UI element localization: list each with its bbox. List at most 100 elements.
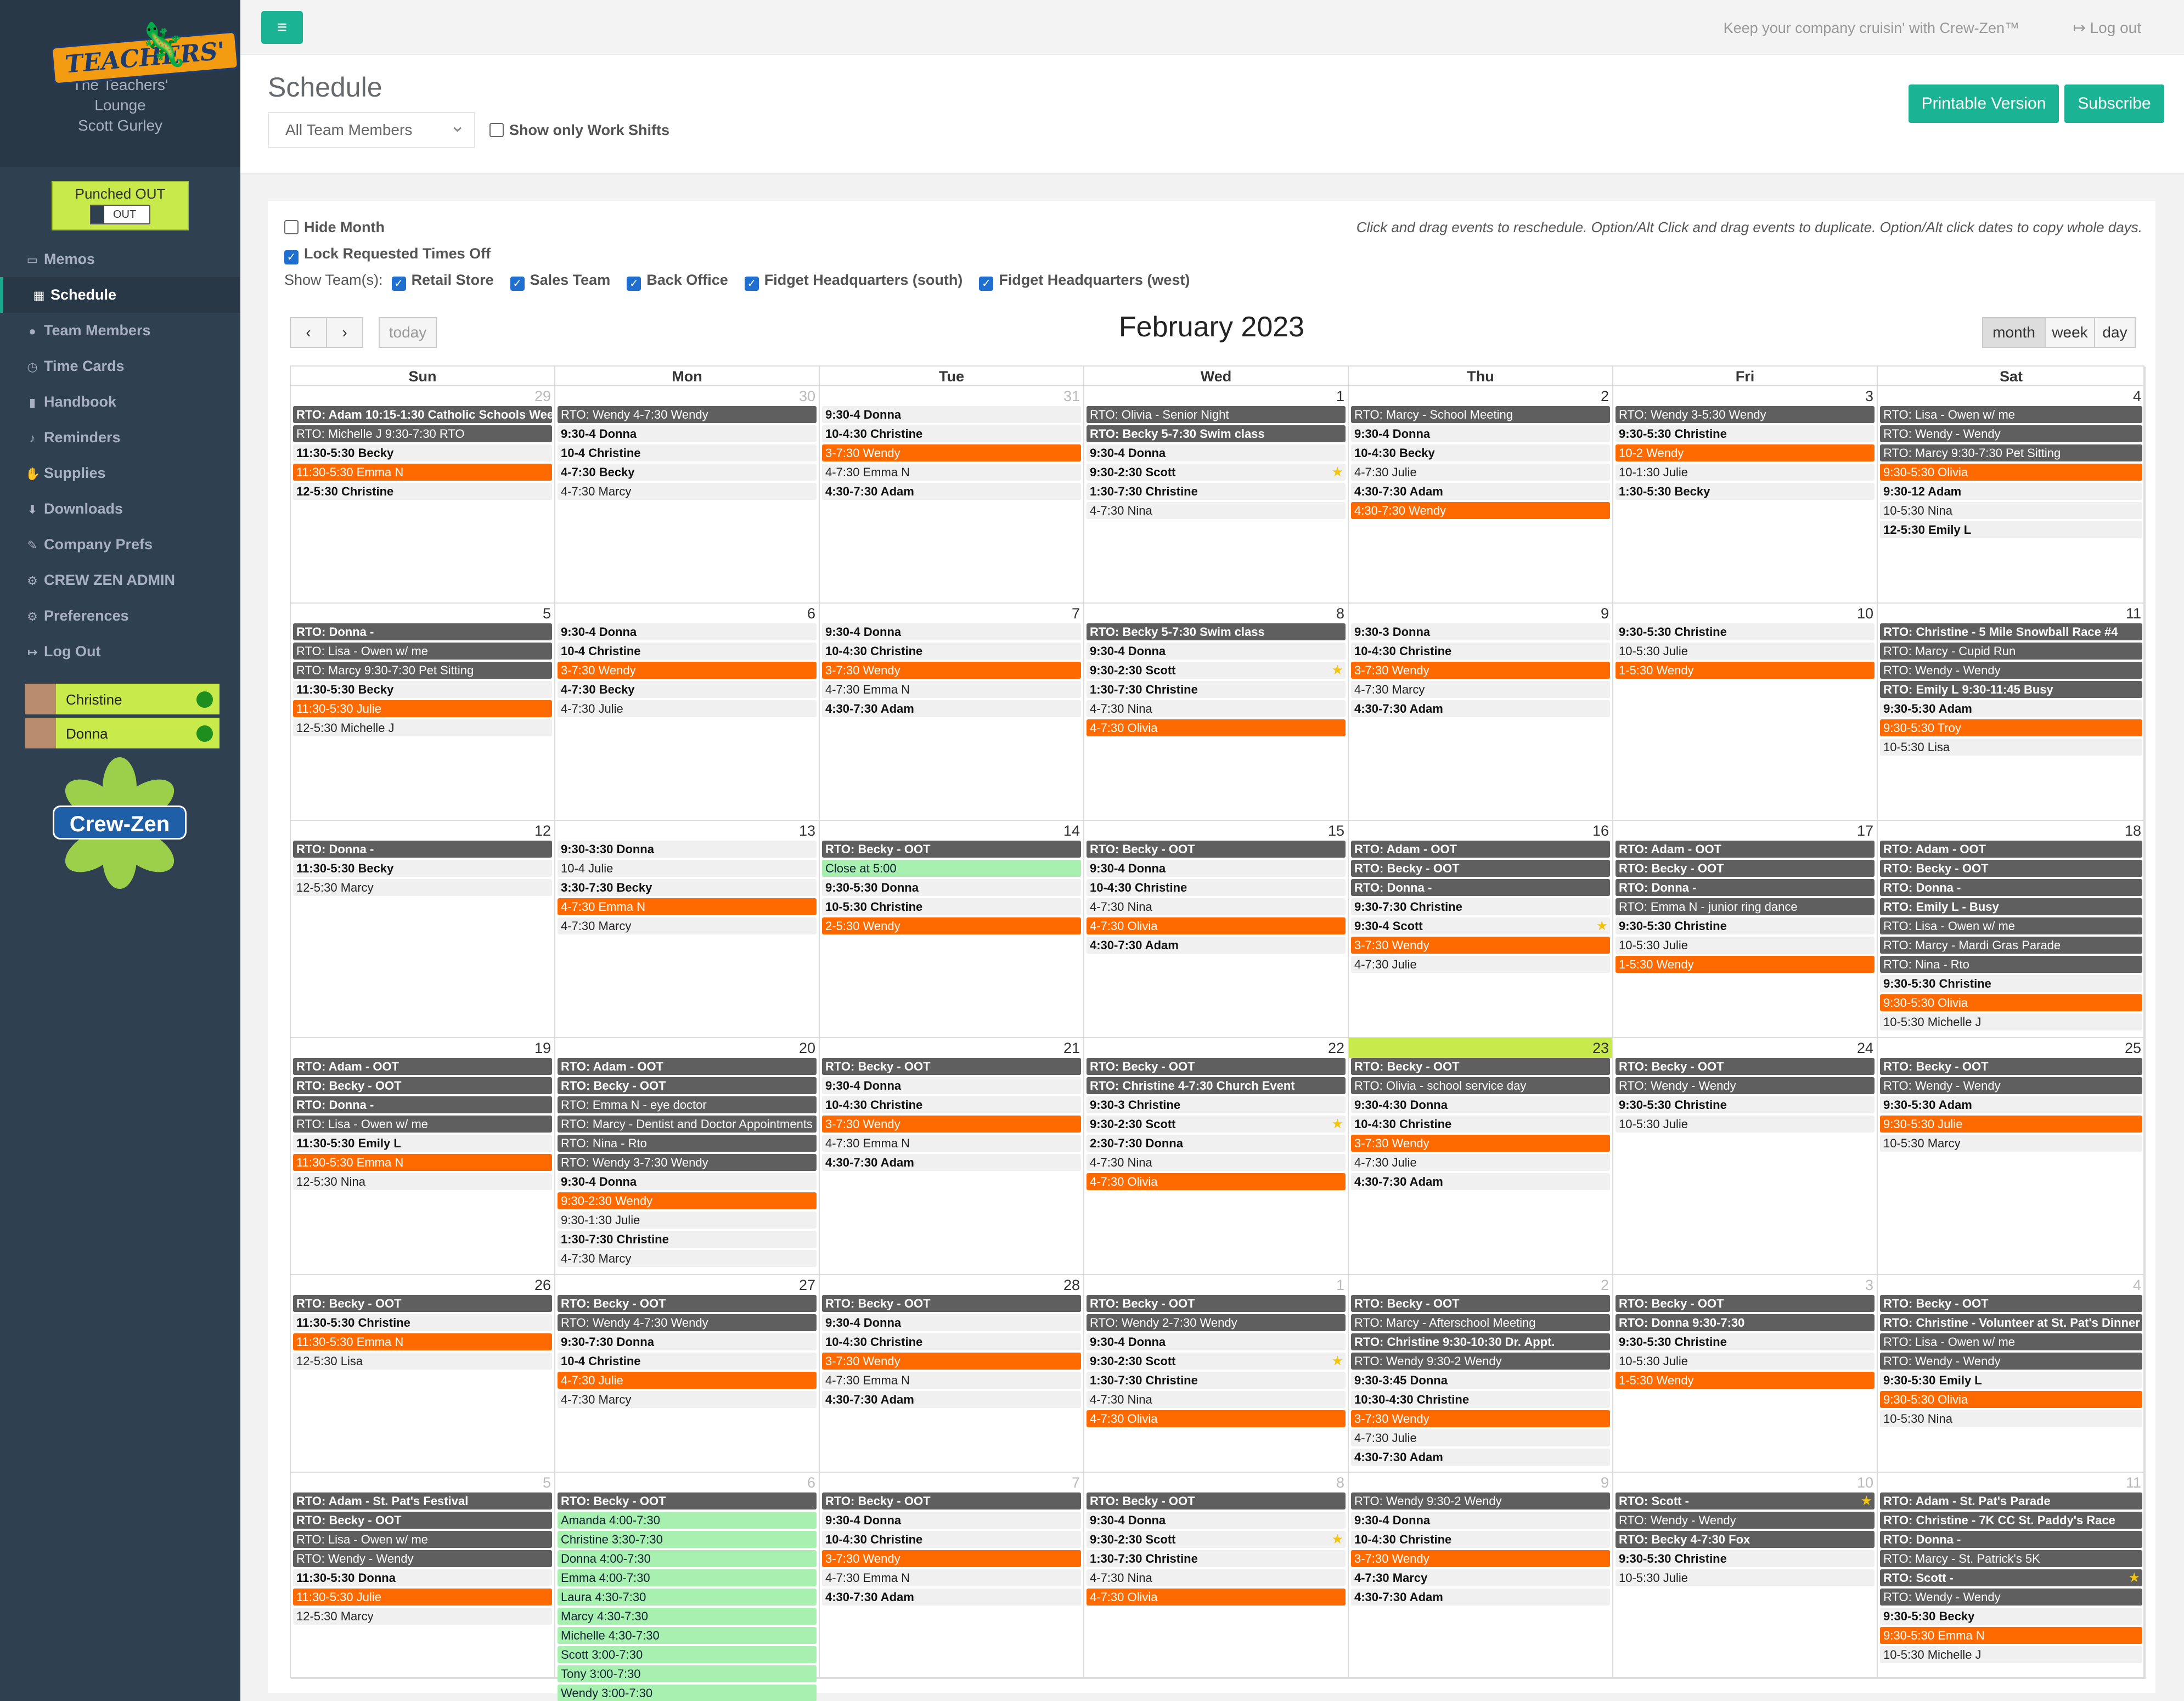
schedule-event[interactable]: RTO: Wendy - Wendy (293, 1550, 552, 1567)
schedule-event[interactable]: RTO: Marcy 9:30-7:30 Pet Sitting (1880, 444, 2142, 461)
member-select[interactable]: All Team Members (268, 109, 475, 148)
schedule-event[interactable]: 10-5:30 Julie (1616, 937, 1875, 954)
schedule-event[interactable]: 9:30-5:30 Christine (1616, 1333, 1875, 1350)
schedule-event[interactable]: 12-5:30 Lisa (293, 1353, 552, 1370)
schedule-event[interactable]: 4:30-7:30 Adam (1351, 1449, 1610, 1466)
schedule-event[interactable]: RTO: Wendy 4-7:30 Wendy (558, 406, 817, 423)
schedule-event[interactable]: RTO: Marcy - Mardi Gras Parade (1880, 937, 2142, 954)
schedule-event[interactable]: 9:30-2:30 Scott ★ (1087, 464, 1346, 481)
schedule-event[interactable]: RTO: Lisa - Owen w/ me (293, 1116, 552, 1133)
day-number[interactable]: 23 (1349, 1038, 1612, 1058)
day-view-button[interactable]: day (2094, 317, 2136, 348)
day-cell[interactable]: 27 RTO: Becky - OOT RTO: Wendy 4-7:30 Wend… (555, 1275, 820, 1473)
schedule-event[interactable]: RTO: Olivia - school service day (1351, 1077, 1610, 1094)
schedule-event[interactable]: 12-5:30 Christine (293, 483, 552, 500)
schedule-event[interactable]: RTO: Becky - OOT (558, 1492, 817, 1510)
schedule-event[interactable]: RTO: Becky - OOT (293, 1295, 552, 1312)
hide-month-checkbox[interactable] (284, 220, 299, 234)
day-number[interactable]: 22 (1327, 1040, 1344, 1056)
day-number[interactable]: 8 (1336, 605, 1344, 622)
day-number[interactable]: 26 (534, 1277, 551, 1293)
schedule-event[interactable]: 10-5:30 Nina (1880, 502, 2142, 519)
schedule-event[interactable]: 4:30-7:30 Adam (822, 483, 1081, 500)
day-number[interactable]: 18 (2124, 823, 2141, 839)
schedule-event[interactable]: 4-7:30 Julie (1351, 464, 1610, 481)
schedule-event[interactable]: RTO: Becky - OOT (293, 1512, 552, 1529)
schedule-event[interactable]: 4:30-7:30 Wendy (1351, 502, 1610, 519)
schedule-event[interactable]: 4-7:30 Nina (1087, 502, 1346, 519)
day-number[interactable]: 5 (542, 1474, 551, 1491)
schedule-event[interactable]: 1:30-7:30 Christine (1087, 681, 1346, 698)
team-checkbox[interactable] (391, 277, 406, 291)
day-number[interactable]: 27 (798, 1277, 815, 1293)
schedule-event[interactable]: RTO: Becky - OOT (822, 1058, 1081, 1075)
month-view-button[interactable]: month (1982, 317, 2046, 348)
schedule-event[interactable]: 9:30-7:30 Donna (558, 1333, 817, 1350)
schedule-event[interactable]: RTO: Wendy - Wendy (1880, 1589, 2142, 1606)
schedule-event[interactable]: 4-7:30 Olivia (1087, 1410, 1346, 1427)
schedule-event[interactable]: RTO: Wendy 3-5:30 Wendy (1616, 406, 1875, 423)
day-cell[interactable]: 31 9:30-4 Donna 10-4:30 Christine 3-7:30 We… (820, 386, 1084, 604)
schedule-event[interactable]: 2:30-7:30 Donna (1087, 1135, 1346, 1152)
schedule-event[interactable]: RTO: Wendy - Wendy (1880, 1353, 2142, 1370)
work-shifts-option[interactable]: Show only Work Shifts (489, 122, 669, 139)
punch-clock[interactable]: Punched OUT OUT (52, 181, 189, 230)
day-cell[interactable]: 28 RTO: Becky - OOT 9:30-4 Donna 10-4:30 Ch… (820, 1275, 1084, 1473)
schedule-event[interactable]: RTO: Becky 5-7:30 Swim class (1087, 623, 1346, 640)
menu-toggle-button[interactable]: ≡ (261, 11, 303, 44)
schedule-event[interactable]: 9:30-4 Donna (1087, 1333, 1346, 1350)
schedule-event[interactable]: RTO: Olivia - Senior Night (1087, 406, 1346, 423)
day-number[interactable]: 10 (1856, 605, 1873, 622)
sidebar-item-handbook[interactable]: ▮ Handbook (0, 384, 240, 420)
schedule-event[interactable]: RTO: Marcy - St. Patrick's 5K (1880, 1550, 2142, 1567)
schedule-event[interactable]: RTO: Becky - OOT (1087, 1492, 1346, 1510)
day-cell[interactable]: 9 9:30-3 Donna 10-4:30 Christine 3-7:30 Wen… (1349, 604, 1613, 821)
schedule-event[interactable]: 9:30-5:30 Olivia (1880, 464, 2142, 481)
schedule-event[interactable]: 12-5:30 Emily L (1880, 521, 2142, 538)
schedule-event[interactable]: 10-4 Christine (558, 1353, 817, 1370)
schedule-event[interactable]: 10-5:30 Michelle J (1880, 1013, 2142, 1030)
schedule-event[interactable]: RTO: Adam - St. Pat's Parade (1880, 1492, 2142, 1510)
day-number[interactable]: 19 (534, 1040, 551, 1056)
schedule-event[interactable]: RTO: Christine 9:30-10:30 Dr. Appt. (1351, 1333, 1610, 1350)
schedule-event[interactable]: 9:30-4 Donna (822, 1314, 1081, 1331)
schedule-event[interactable]: RTO: Marcy - School Meeting (1351, 406, 1610, 423)
schedule-event[interactable]: 4-7:30 Nina (1087, 700, 1346, 717)
schedule-event[interactable]: RTO: Wendy - Wendy (1616, 1077, 1875, 1094)
team-option[interactable]: Fidget Headquarters (south) (744, 272, 962, 291)
schedule-event[interactable]: Amanda 4:00-7:30 (558, 1512, 817, 1529)
schedule-event[interactable]: 4-7:30 Olivia (1087, 719, 1346, 736)
schedule-event[interactable]: 4-7:30 Julie (1351, 1154, 1610, 1171)
schedule-event[interactable]: 10-4:30 Christine (822, 425, 1081, 442)
day-number[interactable]: 30 (798, 388, 815, 404)
day-cell[interactable]: 18 RTO: Adam - OOT RTO: Becky - OOT RTO: Do… (1878, 821, 2146, 1038)
day-number[interactable]: 21 (1063, 1040, 1080, 1056)
schedule-event[interactable]: 9:30-4 Donna (558, 425, 817, 442)
schedule-event[interactable]: 4-7:30 Nina (1087, 1154, 1346, 1171)
day-cell[interactable]: 29 RTO: Adam 10:15-1:30 Catholic Schools … (291, 386, 555, 604)
day-cell[interactable]: 3 RTO: Becky - OOT RTO: Donna 9:30-7:30 9:3… (1613, 1275, 1878, 1473)
day-number[interactable]: 1 (1336, 388, 1344, 404)
schedule-event[interactable]: 9:30-2:30 Wendy (558, 1192, 817, 1209)
schedule-event[interactable]: RTO: Lisa - Owen w/ me (1880, 406, 2142, 423)
schedule-event[interactable]: RTO: Wendy 4-7:30 Wendy (558, 1314, 817, 1331)
schedule-event[interactable]: 9:30-4 Donna (1351, 1512, 1610, 1529)
schedule-event[interactable]: 4-7:30 Olivia (1087, 1173, 1346, 1190)
schedule-event[interactable]: 9:30-4 Donna (558, 623, 817, 640)
schedule-event[interactable]: 10-5:30 Nina (1880, 1410, 2142, 1427)
day-cell[interactable]: 14 RTO: Becky - OOT Close at 5:00 9:30-5:30… (820, 821, 1084, 1038)
team-checkbox[interactable] (979, 277, 994, 291)
schedule-event[interactable]: Laura 4:30-7:30 (558, 1589, 817, 1606)
subscribe-button[interactable]: Subscribe (2064, 85, 2164, 123)
schedule-event[interactable]: 3-7:30 Wendy (558, 662, 817, 679)
schedule-event[interactable]: RTO: Christine - Volunteer at St. Pat's … (1880, 1314, 2142, 1331)
schedule-event[interactable]: 11:30-5:30 Emma N (293, 1154, 552, 1171)
day-number[interactable]: 6 (807, 605, 815, 622)
day-cell[interactable]: 3 RTO: Wendy 3-5:30 Wendy 9:30-5:30 Christ… (1613, 386, 1878, 604)
schedule-event[interactable]: 9:30-5:30 Christine (1880, 975, 2142, 992)
schedule-event[interactable]: RTO: Donna - (1616, 879, 1875, 896)
schedule-event[interactable]: 9:30-4 Donna (558, 1173, 817, 1190)
schedule-event[interactable]: 4-7:30 Julie (1351, 1429, 1610, 1446)
schedule-event[interactable]: 4-7:30 Olivia (1087, 1589, 1346, 1606)
schedule-event[interactable]: RTO: Emma N - junior ring dance (1616, 898, 1875, 915)
